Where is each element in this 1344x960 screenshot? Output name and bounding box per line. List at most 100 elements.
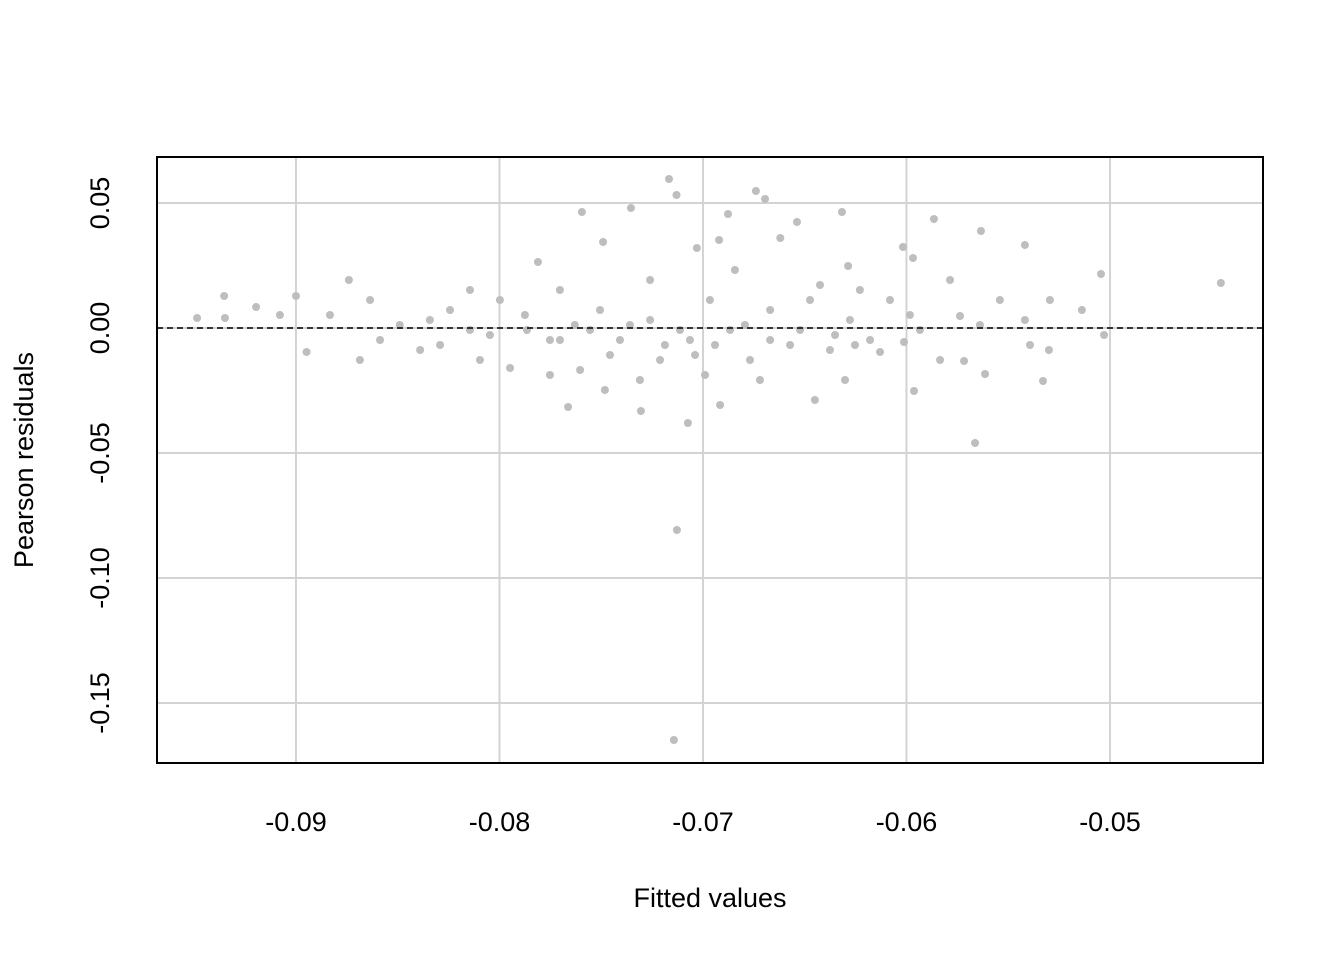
point	[220, 314, 229, 322]
point	[646, 276, 655, 284]
point	[555, 336, 564, 344]
point	[796, 326, 805, 334]
point	[1025, 341, 1034, 349]
point	[355, 356, 364, 364]
y-tick-label: -0.15	[85, 672, 115, 734]
point	[981, 370, 990, 378]
point	[755, 376, 764, 384]
y-tick-label: 0.05	[85, 177, 115, 230]
point	[344, 276, 353, 284]
point	[876, 348, 885, 356]
point	[766, 306, 775, 314]
point	[586, 326, 595, 334]
x-tick-label: -0.07	[672, 807, 734, 837]
point	[745, 356, 754, 364]
point	[1100, 331, 1109, 339]
point	[740, 321, 749, 329]
point	[710, 341, 719, 349]
point	[672, 526, 681, 534]
point	[1020, 316, 1029, 324]
point	[825, 346, 834, 354]
point	[495, 296, 504, 304]
x-tick-label: -0.08	[469, 807, 531, 837]
point	[570, 321, 579, 329]
point	[605, 351, 614, 359]
plot-frame	[156, 156, 1264, 764]
point	[636, 407, 645, 415]
point	[936, 356, 945, 364]
y-axis-title: Pearson residuals	[9, 352, 39, 568]
point	[522, 326, 531, 334]
point	[577, 208, 586, 216]
point	[485, 331, 494, 339]
point	[844, 262, 853, 270]
point	[669, 736, 678, 744]
point	[545, 336, 554, 344]
point	[1020, 241, 1029, 249]
point	[910, 387, 919, 395]
point	[1077, 306, 1086, 314]
point	[683, 419, 692, 427]
point	[955, 312, 964, 320]
x-tick-label: -0.06	[876, 807, 938, 837]
point	[976, 227, 985, 235]
point	[866, 336, 875, 344]
point	[730, 266, 739, 274]
point	[837, 208, 846, 216]
x-tick-label: -0.09	[265, 807, 327, 837]
x-tick-label: -0.05	[1079, 807, 1141, 837]
point	[995, 296, 1004, 304]
point	[656, 356, 665, 364]
point	[672, 191, 681, 199]
point	[908, 254, 917, 262]
point	[635, 376, 644, 384]
point	[506, 364, 515, 372]
point	[766, 336, 775, 344]
point	[929, 215, 938, 223]
point	[786, 341, 795, 349]
point	[625, 321, 634, 329]
point	[302, 348, 311, 356]
point	[1039, 377, 1048, 385]
point	[275, 311, 284, 319]
point	[291, 292, 300, 300]
point	[596, 306, 605, 314]
point	[905, 311, 914, 319]
point	[841, 376, 850, 384]
point	[564, 403, 573, 411]
point	[465, 286, 474, 294]
point	[761, 195, 770, 203]
point	[1216, 279, 1225, 287]
point	[376, 336, 385, 344]
point	[960, 357, 969, 365]
point	[555, 286, 564, 294]
point	[831, 331, 840, 339]
point	[425, 316, 434, 324]
point	[726, 326, 735, 334]
point	[815, 281, 824, 289]
point	[660, 341, 669, 349]
y-tick-label: -0.05	[85, 422, 115, 484]
point	[193, 314, 202, 322]
point	[810, 396, 819, 404]
point	[626, 204, 635, 212]
point	[776, 234, 785, 242]
point	[792, 218, 801, 226]
point	[850, 341, 859, 349]
y-tick-label: -0.10	[85, 547, 115, 609]
x-axis-title: Fitted values	[633, 883, 786, 913]
point	[885, 296, 894, 304]
point	[716, 401, 725, 409]
point	[1097, 270, 1106, 278]
point	[855, 286, 864, 294]
point	[220, 292, 229, 300]
point	[325, 311, 334, 319]
point	[691, 351, 700, 359]
point	[465, 326, 474, 334]
point	[395, 321, 404, 329]
point	[252, 303, 261, 311]
point	[600, 386, 609, 394]
y-tick-label: 0.00	[85, 302, 115, 355]
point	[705, 296, 714, 304]
